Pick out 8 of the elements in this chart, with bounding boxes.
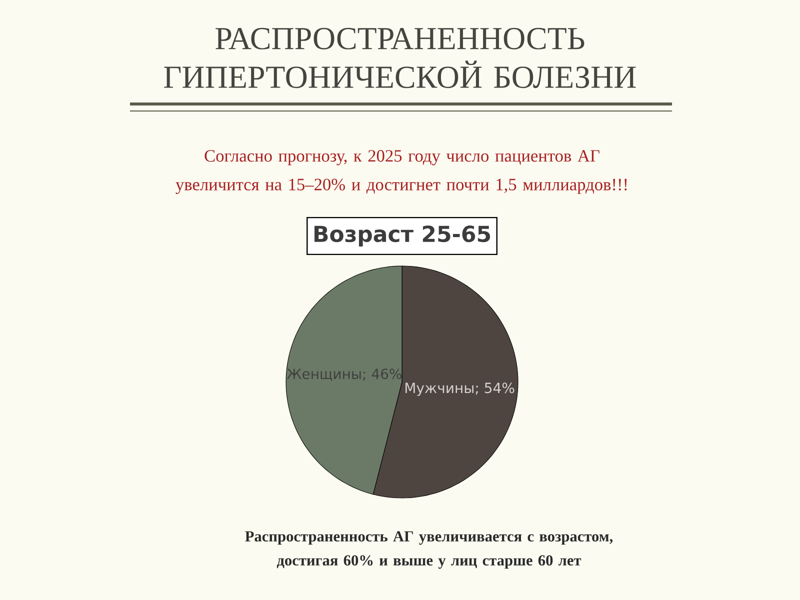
text: Распространенность АГ увеличивается с возрастом, достигая 60% и выше у лиц старше 60 лет bbox=[245, 531, 613, 569]
chart-title: РАСПРОСТРАНЕННОСТЬ ГИПЕРТОНИЧЕСКОЙ БОЛЕЗНИ bbox=[164, 28, 636, 88]
chart-subtitle: Согласно прогнозу, к 2025 году число пациентов АГ увеличится на 15–20% и достигнет почти 1,5 миллиардов!!! bbox=[176, 150, 627, 194]
data-label: ; 46% bbox=[363, 368, 402, 381]
slice-label: Мужчины bbox=[406, 382, 474, 396]
slice-label: Женщины bbox=[286, 368, 361, 381]
text: Возраст 25-65 bbox=[314, 226, 490, 246]
data-label: ; 54% bbox=[476, 382, 514, 395]
